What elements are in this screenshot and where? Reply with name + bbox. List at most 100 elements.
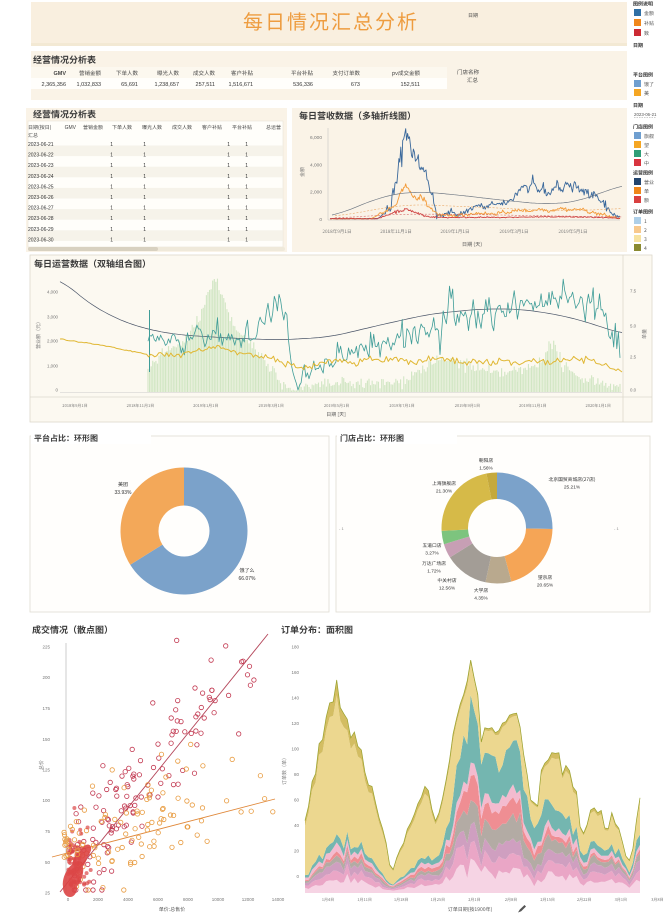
svg-text:4,000: 4,000 xyxy=(47,290,59,295)
svg-text:1: 1 xyxy=(227,174,230,180)
svg-text:65,691: 65,691 xyxy=(121,82,138,88)
svg-text:- 1: - 1 xyxy=(614,526,619,531)
svg-text:25: 25 xyxy=(45,891,51,896)
svg-text:1: 1 xyxy=(110,216,113,222)
svg-text:1: 1 xyxy=(143,174,146,180)
svg-text:0: 0 xyxy=(67,897,70,902)
svg-text:10000: 10000 xyxy=(212,897,225,902)
svg-text:1: 1 xyxy=(110,206,113,212)
svg-text:1: 1 xyxy=(227,184,230,190)
svg-text:2023-06-22: 2023-06-22 xyxy=(28,153,54,159)
svg-text:1: 1 xyxy=(110,184,113,190)
svg-text:1: 1 xyxy=(143,163,146,169)
svg-text:1: 1 xyxy=(110,142,113,148)
svg-text:257,511: 257,511 xyxy=(196,82,215,88)
svg-text:12.56%: 12.56% xyxy=(439,586,456,592)
svg-text:152,511: 152,511 xyxy=(401,82,420,88)
svg-text:150: 150 xyxy=(42,737,50,742)
svg-text:1: 1 xyxy=(143,153,146,159)
svg-text:7.5: 7.5 xyxy=(630,289,637,294)
svg-text:40: 40 xyxy=(294,823,300,828)
svg-text:1: 1 xyxy=(227,216,230,222)
svg-text:0: 0 xyxy=(296,874,299,879)
svg-text:2023-06-27: 2023-06-27 xyxy=(28,206,54,212)
svg-text:4000: 4000 xyxy=(123,897,134,902)
svg-text:1: 1 xyxy=(143,206,146,212)
svg-text:1,516,671: 1,516,671 xyxy=(229,82,253,88)
svg-text:14000: 14000 xyxy=(272,897,285,902)
svg-text:1: 1 xyxy=(110,227,113,233)
svg-text:1,238,657: 1,238,657 xyxy=(155,82,179,88)
svg-text:1: 1 xyxy=(110,174,113,180)
svg-text:1: 1 xyxy=(227,237,230,243)
svg-text:1: 1 xyxy=(110,195,113,201)
svg-text:2,365,356: 2,365,356 xyxy=(42,82,66,88)
svg-text:1: 1 xyxy=(227,227,230,233)
svg-text:1: 1 xyxy=(227,195,230,201)
svg-text:21.30%: 21.30% xyxy=(436,489,453,495)
svg-text:1.72%: 1.72% xyxy=(427,569,441,575)
svg-text:1: 1 xyxy=(143,142,146,148)
svg-text:2,000: 2,000 xyxy=(310,190,322,196)
svg-text:6,000: 6,000 xyxy=(310,135,322,141)
svg-text:160: 160 xyxy=(291,670,299,675)
svg-text:1.56%: 1.56% xyxy=(479,466,493,472)
svg-text:0: 0 xyxy=(56,388,59,393)
svg-text:0.0: 0.0 xyxy=(630,388,637,393)
svg-text:2000: 2000 xyxy=(93,897,104,902)
svg-text:2023-06-28: 2023-06-28 xyxy=(28,216,54,222)
svg-text:1: 1 xyxy=(110,163,113,169)
svg-text:1: 1 xyxy=(245,237,248,243)
svg-text:2023-06-29: 2023-06-29 xyxy=(28,227,54,233)
svg-text:33.93%: 33.93% xyxy=(115,490,133,496)
svg-text:2023-06-21: 2023-06-21 xyxy=(634,112,657,117)
svg-text:66.07%: 66.07% xyxy=(239,576,257,582)
svg-text:6000: 6000 xyxy=(153,897,164,902)
svg-text:1: 1 xyxy=(227,163,230,169)
svg-text:1: 1 xyxy=(227,206,230,212)
svg-text:1: 1 xyxy=(143,216,146,222)
svg-text:50: 50 xyxy=(45,860,51,865)
svg-text:1: 1 xyxy=(143,227,146,233)
svg-text:1: 1 xyxy=(227,153,230,159)
svg-text:100: 100 xyxy=(42,798,50,803)
svg-text:1: 1 xyxy=(143,195,146,201)
svg-text:8000: 8000 xyxy=(183,897,194,902)
svg-text:225: 225 xyxy=(42,645,50,650)
svg-text:1: 1 xyxy=(110,237,113,243)
svg-text:2,000: 2,000 xyxy=(47,339,59,344)
svg-text:2023-06-25: 2023-06-25 xyxy=(28,184,54,190)
svg-text:1,000: 1,000 xyxy=(47,364,59,369)
svg-text:125: 125 xyxy=(42,768,50,773)
svg-text:1: 1 xyxy=(245,206,248,212)
svg-text:1,032,833: 1,032,833 xyxy=(77,82,101,88)
svg-text:2023-06-24: 2023-06-24 xyxy=(28,174,54,180)
svg-text:4,000: 4,000 xyxy=(310,162,322,168)
svg-text:1: 1 xyxy=(245,195,248,201)
svg-text:25.21%: 25.21% xyxy=(564,485,581,491)
svg-text:1: 1 xyxy=(245,142,248,148)
svg-text:1: 1 xyxy=(245,227,248,233)
svg-text:120: 120 xyxy=(291,721,299,726)
svg-text:180: 180 xyxy=(291,645,299,650)
svg-text:GMV: GMV xyxy=(53,71,66,77)
svg-text:0: 0 xyxy=(319,217,322,223)
svg-text:GMV: GMV xyxy=(65,125,77,131)
svg-text:2023-06-23: 2023-06-23 xyxy=(28,163,54,169)
svg-text:1: 1 xyxy=(245,153,248,159)
svg-text:673: 673 xyxy=(351,82,360,88)
svg-text:4.35%: 4.35% xyxy=(474,596,488,602)
svg-text:3.27%: 3.27% xyxy=(425,551,439,557)
svg-text:20.65%: 20.65% xyxy=(537,583,554,589)
svg-text:1: 1 xyxy=(110,153,113,159)
svg-text:1: 1 xyxy=(245,216,248,222)
svg-text:5.0: 5.0 xyxy=(630,324,637,329)
svg-text:536,336: 536,336 xyxy=(293,82,313,88)
svg-text:1: 1 xyxy=(245,174,248,180)
svg-text:140: 140 xyxy=(291,696,299,701)
svg-text:1: 1 xyxy=(143,237,146,243)
svg-text:- 1: - 1 xyxy=(339,526,344,531)
svg-text:1: 1 xyxy=(143,184,146,190)
svg-text:3,000: 3,000 xyxy=(47,315,59,320)
svg-text:60: 60 xyxy=(294,798,300,803)
